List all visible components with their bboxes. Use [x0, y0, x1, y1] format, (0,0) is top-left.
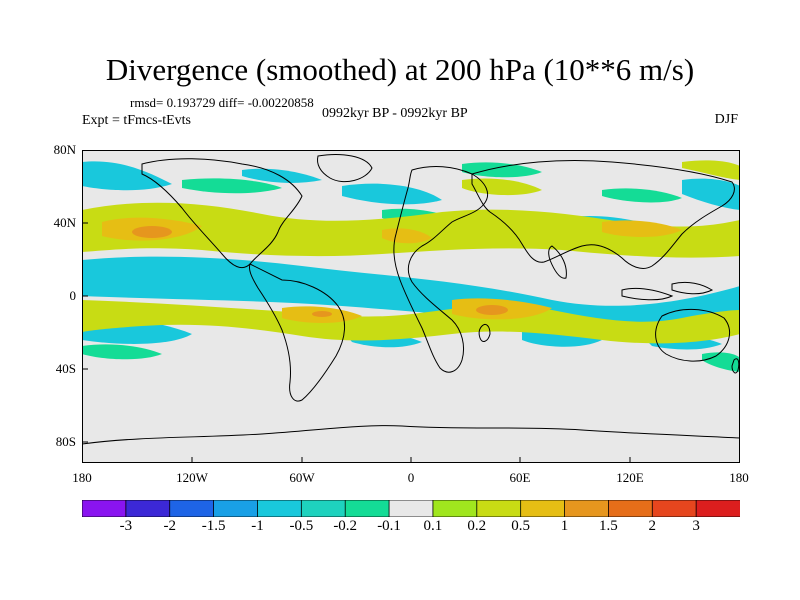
colorbar-label: -3	[119, 518, 133, 534]
experiment-label: Expt = tFmcs-tEvts	[82, 113, 192, 128]
lat-label-80n: 80N	[53, 142, 76, 157]
lat-label-40s: 40S	[55, 361, 76, 376]
colorbar-label: 1	[560, 518, 569, 534]
colorbar-label: -1.5	[201, 518, 226, 534]
colorbar-label: -0.2	[333, 518, 358, 534]
colorbar-swatch	[300, 500, 347, 517]
lon-label-0: 0	[407, 470, 415, 485]
colorbar-label: -2	[163, 518, 176, 534]
colorbar-label: 2	[648, 518, 657, 534]
colorbar-swatch	[82, 500, 127, 517]
colorbar-label: 0.2	[467, 518, 487, 534]
colorbar-label: 1.5	[599, 518, 618, 534]
colorbar-swatch	[169, 500, 215, 517]
season-label: DJF	[714, 112, 738, 127]
lat-label-80s: 80S	[55, 434, 76, 449]
colorbar	[82, 500, 740, 517]
map-plot	[82, 150, 740, 463]
period-label: 0992kyr BP - 0992kyr BP	[322, 106, 468, 121]
colorbar-swatch	[695, 500, 740, 517]
coastlines	[82, 154, 740, 445]
colorbar-swatch	[564, 500, 610, 517]
lon-label-180w: 180	[72, 470, 92, 485]
lon-label-180e: 180	[729, 470, 749, 485]
colorbar-swatch	[344, 500, 390, 517]
colorbar-label: 3	[692, 518, 700, 534]
colorbar-swatch	[651, 500, 698, 517]
colorbar-label: 0.5	[511, 518, 531, 534]
lat-label-0: 0	[69, 288, 77, 303]
lon-label-60w: 60W	[289, 470, 315, 485]
colorbar-swatch	[476, 500, 522, 517]
colorbar-swatch	[125, 500, 171, 517]
divergence-field	[82, 160, 740, 372]
colorbar-swatch	[388, 500, 434, 517]
map-title: Divergence (smoothed) at 200 hPa (10**6 …	[105, 52, 695, 87]
lat-label-40n: 40N	[53, 215, 76, 230]
stats-line: rmsd= 0.193729 diff= -0.00220858	[130, 95, 314, 110]
colorbar-swatch	[257, 500, 303, 517]
lon-label-120e: 120E	[616, 470, 644, 485]
colorbar-swatch	[213, 500, 259, 517]
colorbar-label: -0.5	[289, 518, 314, 534]
strong-positive-anomalies	[132, 226, 508, 317]
colorbar-swatch	[608, 500, 654, 517]
lon-label-60e: 60E	[509, 470, 531, 485]
tick-marks	[82, 150, 631, 463]
colorbar-label: 0.1	[423, 518, 443, 534]
colorbar-swatch	[520, 500, 566, 517]
lon-label-120w: 120W	[176, 470, 208, 485]
colorbar-swatch	[432, 500, 478, 517]
colorbar-label: -1	[251, 518, 264, 534]
colorbar-label: -0.1	[377, 518, 401, 534]
